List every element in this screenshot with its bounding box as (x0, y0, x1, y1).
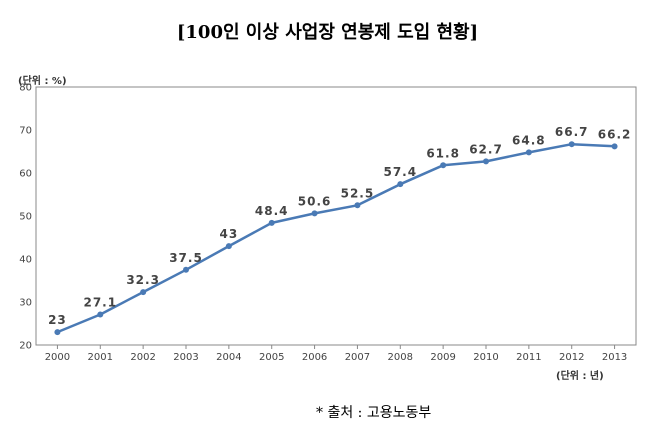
x-tick-label: 2003 (173, 352, 198, 363)
axes (35, 86, 637, 349)
data-labels: 23 27.1 32.3 37.5 43 48.4 50.6 52.5 57.4 61.8 62.7… (48, 125, 632, 327)
data-point (183, 266, 189, 273)
y-tick-label: 50 (19, 212, 32, 223)
plot-area (35, 86, 637, 346)
y-tick-label: 60 (19, 169, 32, 180)
data-point (397, 181, 404, 188)
data-point (140, 289, 147, 296)
data-point (568, 141, 575, 148)
x-tick-label: 2013 (602, 352, 627, 363)
data-point (483, 158, 489, 165)
x-tick-label: 2011 (516, 352, 541, 363)
y-tick-label: 20 (19, 341, 32, 352)
data-label: 66.2 (598, 127, 632, 141)
data-label: 43 (220, 227, 239, 241)
data-label: 57.4 (383, 165, 417, 179)
data-point (525, 149, 532, 156)
chart-title: [100인 이상 사업장 연봉제 도입 현황] (176, 22, 479, 43)
data-label: 48.4 (255, 204, 289, 218)
series-path (56, 142, 615, 334)
data-points (54, 141, 618, 336)
data-label: 32.3 (126, 273, 160, 287)
x-tick-label: 2001 (88, 352, 113, 363)
x-tick-label: 2007 (345, 352, 370, 363)
data-point (268, 219, 275, 226)
data-point (97, 311, 104, 318)
y-tick-label: 30 (19, 298, 32, 309)
x-tick-label: 2005 (259, 352, 284, 363)
y-tick-label: 80 (19, 83, 32, 94)
data-point (440, 162, 447, 169)
x-tick-label: 2000 (45, 352, 70, 363)
series-line (56, 142, 615, 334)
data-point (354, 202, 361, 209)
data-point (611, 143, 618, 150)
data-label: 66.7 (555, 125, 589, 139)
data-label: 64.8 (512, 133, 546, 147)
x-tick-label: 2006 (302, 352, 327, 363)
data-point (225, 243, 232, 250)
x-tick-label: 2012 (559, 352, 584, 363)
y-tick-label: 40 (19, 255, 32, 266)
data-point (54, 329, 61, 336)
x-tick-label: 2009 (430, 352, 455, 363)
data-label: 37.5 (169, 251, 203, 265)
x-tick-label: 2002 (130, 352, 155, 363)
x-axis-unit-label: (단위 : 년) (556, 371, 604, 382)
data-point (311, 210, 318, 217)
x-tick-label: 2004 (216, 352, 241, 363)
x-tick-label: 2010 (473, 352, 498, 363)
y-tick-label: 70 (19, 126, 32, 137)
data-label: 61.8 (426, 146, 460, 160)
data-label: 62.7 (469, 142, 503, 156)
x-tick-label: 2008 (388, 352, 413, 363)
y-axis-unit-label: (단위 : %) (18, 76, 67, 87)
data-label: 27.1 (83, 295, 117, 309)
source-note: * 출처 : 고용노동부 (316, 405, 432, 421)
data-label: 23 (48, 313, 67, 327)
data-label: 52.5 (341, 186, 375, 200)
tick-labels: 20 30 40 50 60 70 80 2000 2001 2002 2003 2004 2005 20… (19, 83, 627, 364)
data-label: 50.6 (298, 194, 332, 208)
